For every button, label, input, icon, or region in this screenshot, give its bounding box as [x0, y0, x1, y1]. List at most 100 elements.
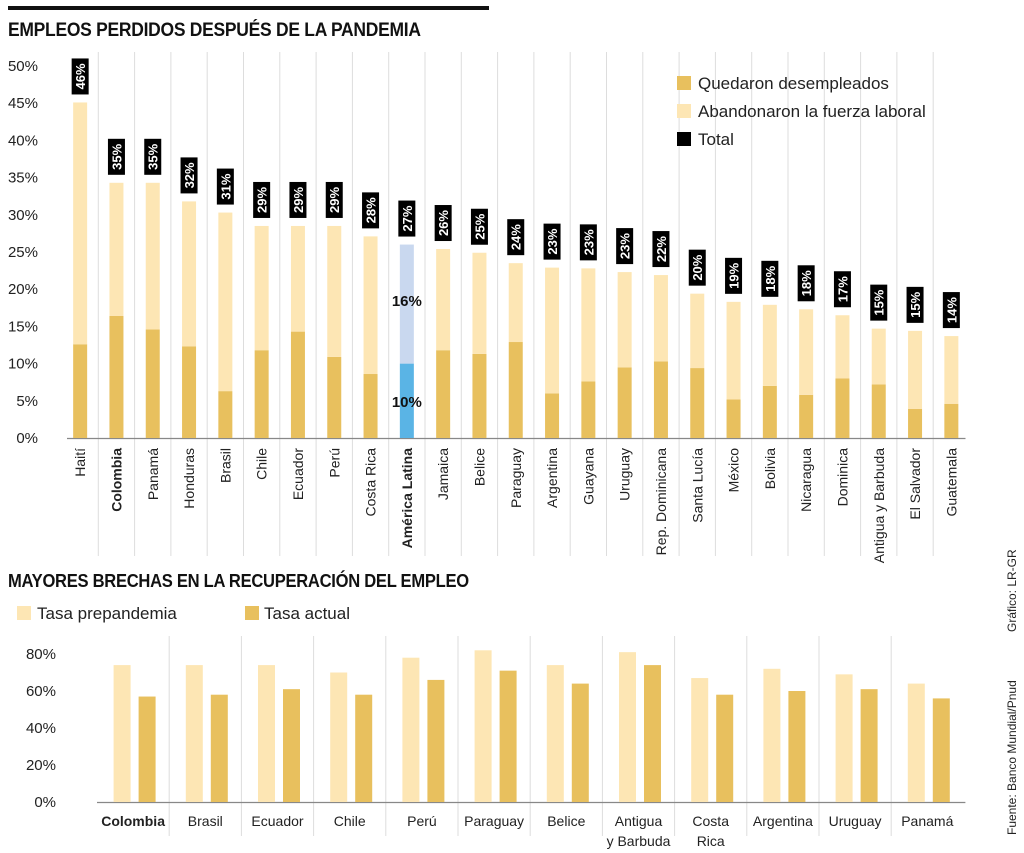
- bar-current: [644, 665, 661, 802]
- bar-unemployed: [690, 368, 705, 438]
- bar-left-labor-force: [363, 236, 378, 375]
- category-label: Santa Lucía: [689, 448, 705, 523]
- bar-unemployed: [617, 367, 632, 438]
- source-credit: Fuente: Banco Mundial/Pnud: [1005, 680, 1019, 835]
- y-tick-label: 0%: [34, 794, 56, 811]
- bar-left-labor-force: [653, 275, 668, 362]
- bar-left-labor-force: [436, 249, 451, 351]
- y-tick-label: 25%: [8, 244, 38, 261]
- bar-prepandemic: [113, 665, 131, 802]
- bar-prepandemic: [330, 672, 348, 802]
- category-label: Panamá: [901, 813, 953, 829]
- total-label: 31%: [218, 173, 233, 199]
- category-label: Rep. Dominicana: [653, 448, 669, 556]
- bar-unemployed: [944, 403, 959, 438]
- y-tick-label: 15%: [8, 318, 38, 335]
- total-label-box: [470, 208, 488, 245]
- bar-unemployed: [327, 356, 342, 438]
- total-label: 18%: [763, 265, 778, 291]
- category-label: Costa Rica: [363, 448, 379, 517]
- bar-current: [788, 691, 806, 802]
- category-label: América Latina: [399, 448, 415, 549]
- bar-left-labor-force: [399, 244, 414, 364]
- total-label: 46%: [73, 63, 88, 89]
- legend-current-swatch: [245, 606, 259, 620]
- total-label: 23%: [618, 233, 633, 259]
- bar-left-labor-force: [182, 201, 197, 347]
- bar-left-labor-force: [508, 263, 523, 343]
- category-label: Paraguay: [464, 813, 524, 829]
- bar-unemployed: [436, 350, 451, 438]
- bar-prepandemic: [402, 657, 420, 802]
- bar-unemployed: [871, 384, 886, 438]
- bar-unemployed: [653, 361, 668, 438]
- bar-unemployed: [545, 393, 560, 438]
- category-label: Ecuador: [251, 813, 303, 829]
- category-label: Dominica: [834, 448, 850, 507]
- total-label-box: [833, 271, 851, 308]
- category-label: Belice: [547, 813, 585, 829]
- total-label-box: [870, 284, 888, 321]
- bar-current: [283, 689, 300, 802]
- bar-left-labor-force: [290, 225, 305, 332]
- legend-unemployed-swatch: [677, 76, 691, 90]
- category-label: México: [726, 448, 742, 493]
- bar-prepandemic: [258, 665, 275, 802]
- bar-current: [355, 694, 373, 802]
- legend-prepandemic-swatch: [17, 606, 31, 620]
- bar-left-labor-force: [944, 336, 959, 404]
- category-label: Perú: [407, 813, 437, 829]
- bar-prepandemic: [835, 674, 853, 802]
- total-label: 27%: [400, 205, 415, 231]
- category-label: Rica: [697, 833, 725, 849]
- total-label-box: [144, 138, 162, 175]
- legend-current-label: Tasa actual: [264, 604, 350, 623]
- bar-unemployed: [762, 385, 777, 438]
- bar-left-labor-force: [109, 182, 124, 316]
- bar-current: [427, 679, 445, 802]
- total-label-box: [325, 181, 343, 218]
- bar-unemployed: [218, 391, 233, 438]
- total-label: 18%: [799, 270, 814, 296]
- total-label-box: [688, 249, 706, 286]
- bar-current: [210, 694, 228, 802]
- total-label: 28%: [364, 197, 379, 223]
- legend-total-label: Total: [698, 130, 734, 149]
- bar-unemployed: [109, 315, 124, 438]
- legend-left-labor-force-label: Abandonaron la fuerza laboral: [698, 102, 926, 121]
- chart-title-jobs-lost: EMPLEOS PERDIDOS DESPUÉS DE LA PANDEMIA: [8, 20, 421, 41]
- y-tick-label: 5%: [16, 393, 38, 410]
- category-label: Uruguay: [829, 813, 882, 829]
- bar-left-labor-force: [690, 293, 705, 369]
- bar-left-labor-force: [218, 212, 233, 392]
- bar-left-labor-force: [581, 268, 596, 382]
- category-label: Guatemala: [943, 448, 959, 517]
- graphic-credit: Gráfico: LR-GR: [1005, 549, 1019, 632]
- total-label-box: [725, 257, 743, 294]
- total-label: 29%: [291, 187, 306, 213]
- bar-unemployed: [399, 363, 414, 438]
- bar-left-labor-force: [799, 309, 814, 395]
- total-label: 26%: [436, 210, 451, 236]
- category-label: Costa: [692, 813, 729, 829]
- total-label-box: [543, 223, 561, 260]
- category-label: Argentina: [753, 813, 813, 829]
- bar-left-labor-force: [73, 102, 88, 345]
- bar-unemployed: [73, 344, 88, 438]
- y-tick-label: 40%: [8, 132, 38, 149]
- bar-current: [860, 689, 878, 802]
- category-label: Panamá: [145, 448, 161, 500]
- total-label: 29%: [255, 187, 270, 213]
- y-tick-label: 45%: [8, 95, 38, 112]
- bar-unemployed: [726, 399, 741, 438]
- legend-prepandemic-label: Tasa prepandemia: [37, 604, 177, 623]
- bar-unemployed: [799, 394, 814, 438]
- bar-left-labor-force: [254, 225, 269, 351]
- y-tick-label: 0%: [16, 430, 38, 447]
- header-rule: [8, 6, 489, 10]
- category-label: El Salvador: [907, 448, 923, 520]
- bar-unemployed: [290, 331, 305, 438]
- category-label: Guayana: [580, 448, 596, 505]
- category-label: Colombia: [101, 813, 165, 829]
- bar-left-labor-force: [327, 225, 342, 357]
